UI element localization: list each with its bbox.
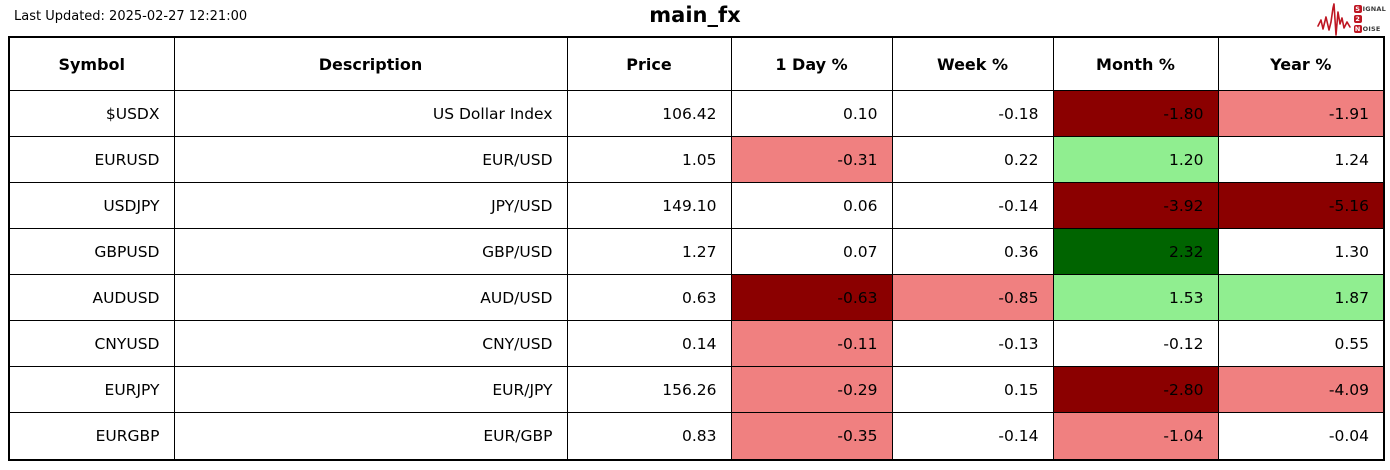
price-cell: 1.05 xyxy=(566,136,732,184)
symbol-cell: $USDX xyxy=(8,89,175,138)
description-cell: EUR/GBP xyxy=(173,412,568,461)
logo-letter-s: S xyxy=(1353,5,1362,13)
day-change-cell: -0.35 xyxy=(730,412,893,461)
year-change-cell: -0.04 xyxy=(1217,412,1385,461)
day-change-cell: -0.63 xyxy=(730,274,893,322)
column-header-year: Year % xyxy=(1217,36,1385,91)
month-change-cell: 1.20 xyxy=(1052,136,1219,184)
price-cell: 0.63 xyxy=(566,274,732,322)
month-change-cell: 2.32 xyxy=(1052,228,1219,276)
week-change-cell: -0.14 xyxy=(891,182,1054,230)
price-cell: 106.42 xyxy=(566,89,732,138)
year-change-cell: 1.24 xyxy=(1217,136,1385,184)
price-cell: 149.10 xyxy=(566,182,732,230)
logo-word-2: 2 xyxy=(1353,15,1386,24)
table-row-eurjpy: EURJPY EUR/JPY 156.26 -0.29 0.15 -2.80 -4.09 xyxy=(8,366,1385,414)
day-change-cell: 0.07 xyxy=(730,228,893,276)
day-change-cell: -0.29 xyxy=(730,366,893,414)
month-change-cell: -3.92 xyxy=(1052,182,1219,230)
month-change-cell: -2.80 xyxy=(1052,366,1219,414)
table-row-eurgbp: EURGBP EUR/GBP 0.83 -0.35 -0.14 -1.04 -0.04 xyxy=(8,412,1385,461)
symbol-cell: USDJPY xyxy=(8,182,175,230)
logo-word-signal: S IGNAL xyxy=(1353,5,1386,13)
description-cell: US Dollar Index xyxy=(173,89,568,138)
column-header-description: Description xyxy=(173,36,568,91)
logo-word-noise: N OISE xyxy=(1353,25,1381,33)
symbol-cell: CNYUSD xyxy=(8,320,175,368)
table-row-gbpusd: GBPUSD GBP/USD 1.27 0.07 0.36 2.32 1.30 xyxy=(8,228,1385,276)
month-change-cell: -0.12 xyxy=(1052,320,1219,368)
description-cell: EUR/JPY xyxy=(173,366,568,414)
day-change-cell: 0.06 xyxy=(730,182,893,230)
logo-letter-n: N xyxy=(1353,25,1362,33)
symbol-cell: AUDUSD xyxy=(8,274,175,322)
symbol-cell: GBPUSD xyxy=(8,228,175,276)
symbol-cell: EURGBP xyxy=(8,412,175,461)
week-change-cell: -0.85 xyxy=(891,274,1054,322)
column-header-month: Month % xyxy=(1052,36,1219,91)
price-cell: 0.14 xyxy=(566,320,732,368)
month-change-cell: 1.53 xyxy=(1052,274,1219,322)
symbol-cell: EURJPY xyxy=(8,366,175,414)
fx-table: Symbol Description Price 1 Day % Week % Month… xyxy=(8,36,1385,461)
day-change-cell: -0.31 xyxy=(730,136,893,184)
day-change-cell: 0.10 xyxy=(730,89,893,138)
year-change-cell: 0.55 xyxy=(1217,320,1385,368)
week-change-cell: 0.36 xyxy=(891,228,1054,276)
description-cell: GBP/USD xyxy=(173,228,568,276)
year-change-cell: -1.91 xyxy=(1217,89,1385,138)
week-change-cell: 0.15 xyxy=(891,366,1054,414)
table-row-eurusd: EURUSD EUR/USD 1.05 -0.31 0.22 1.20 1.24 xyxy=(8,136,1385,184)
table-row-usdjpy: USDJPY JPY/USD 149.10 0.06 -0.14 -3.92 -5.16 xyxy=(8,182,1385,230)
day-change-cell: -0.11 xyxy=(730,320,893,368)
symbol-cell: EURUSD xyxy=(8,136,175,184)
logo-text: S IGNAL 2 N OISE xyxy=(1353,5,1386,34)
column-header-price: Price xyxy=(566,36,732,91)
column-header-1-day: 1 Day % xyxy=(730,36,893,91)
table-row-cnyusd: CNYUSD CNY/USD 0.14 -0.11 -0.13 -0.12 0.55 xyxy=(8,320,1385,368)
description-cell: AUD/USD xyxy=(173,274,568,322)
column-header-symbol: Symbol xyxy=(8,36,175,91)
table-row-usdx: $USDX US Dollar Index 106.42 0.10 -0.18 -1.80… xyxy=(8,89,1385,138)
year-change-cell: -4.09 xyxy=(1217,366,1385,414)
price-cell: 1.27 xyxy=(566,228,732,276)
year-change-cell: -5.16 xyxy=(1217,182,1385,230)
week-change-cell: -0.14 xyxy=(891,412,1054,461)
month-change-cell: -1.80 xyxy=(1052,89,1219,138)
last-updated-label: Last Updated: 2025-02-27 12:21:00 xyxy=(14,9,248,24)
page-title: main_fx xyxy=(649,3,741,27)
year-change-cell: 1.30 xyxy=(1217,228,1385,276)
month-change-cell: -1.04 xyxy=(1052,412,1219,461)
waveform-icon xyxy=(1316,3,1351,36)
column-header-week: Week % xyxy=(891,36,1054,91)
year-change-cell: 1.87 xyxy=(1217,274,1385,322)
table-row-audusd: AUDUSD AUD/USD 0.63 -0.63 -0.85 1.53 1.87 xyxy=(8,274,1385,322)
week-change-cell: -0.13 xyxy=(891,320,1054,368)
week-change-cell: -0.18 xyxy=(891,89,1054,138)
table-header-row: Symbol Description Price 1 Day % Week % Month… xyxy=(8,36,1385,91)
price-cell: 0.83 xyxy=(566,412,732,461)
logo-digit-2: 2 xyxy=(1353,15,1362,23)
signal2noise-logo: S IGNAL 2 N OISE xyxy=(1316,2,1386,36)
price-cell: 156.26 xyxy=(566,366,732,414)
description-cell: JPY/USD xyxy=(173,182,568,230)
description-cell: EUR/USD xyxy=(173,136,568,184)
week-change-cell: 0.22 xyxy=(891,136,1054,184)
description-cell: CNY/USD xyxy=(173,320,568,368)
